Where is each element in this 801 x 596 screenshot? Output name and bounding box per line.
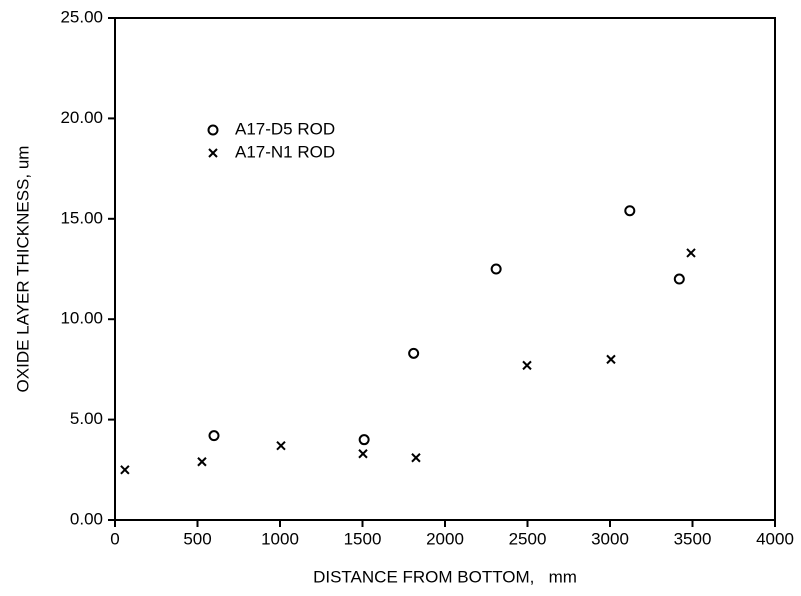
marker-cross — [197, 457, 207, 467]
x-tick-label: 2500 — [509, 529, 547, 548]
marker-cross — [686, 248, 696, 258]
legend-label: A17-N1 ROD — [235, 142, 335, 161]
x-tick-label: 1500 — [344, 529, 382, 548]
marker-circle — [208, 430, 220, 442]
x-tick-label: 0 — [110, 529, 119, 548]
legend-label: A17-D5 ROD — [235, 119, 335, 138]
x-tick-label: 3500 — [674, 529, 712, 548]
y-tick-label: 20.00 — [60, 108, 103, 127]
x-tick-label: 2000 — [426, 529, 464, 548]
x-tick-label: 4000 — [756, 529, 794, 548]
marker-circle — [624, 205, 636, 217]
marker-circle — [358, 434, 370, 446]
marker-circle — [490, 263, 502, 275]
x-tick-label: 1000 — [261, 529, 299, 548]
plot-frame — [114, 17, 776, 521]
legend-marker — [208, 148, 218, 158]
marker-cross — [120, 465, 130, 475]
marker-cross — [411, 453, 421, 463]
marker-cross — [358, 449, 368, 459]
x-tick-label: 3000 — [591, 529, 629, 548]
y-tick-label: 10.00 — [60, 309, 103, 328]
marker-circle — [673, 273, 685, 285]
legend-marker — [207, 124, 219, 136]
y-axis-label: OXIDE LAYER THICKNESS, um — [13, 146, 32, 393]
marker-cross — [276, 440, 286, 451]
marker-circle — [408, 347, 420, 359]
y-tick-label: 5.00 — [70, 409, 103, 428]
y-tick-label: 15.00 — [60, 208, 103, 227]
y-tick-label: 25.00 — [60, 7, 103, 26]
x-tick-label: 500 — [183, 529, 211, 548]
x-axis-label: DISTANCE FROM BOTTOM, mm — [313, 567, 577, 586]
marker-cross — [522, 360, 532, 371]
marker-cross — [606, 354, 616, 365]
y-tick-label: 0.00 — [70, 509, 103, 528]
